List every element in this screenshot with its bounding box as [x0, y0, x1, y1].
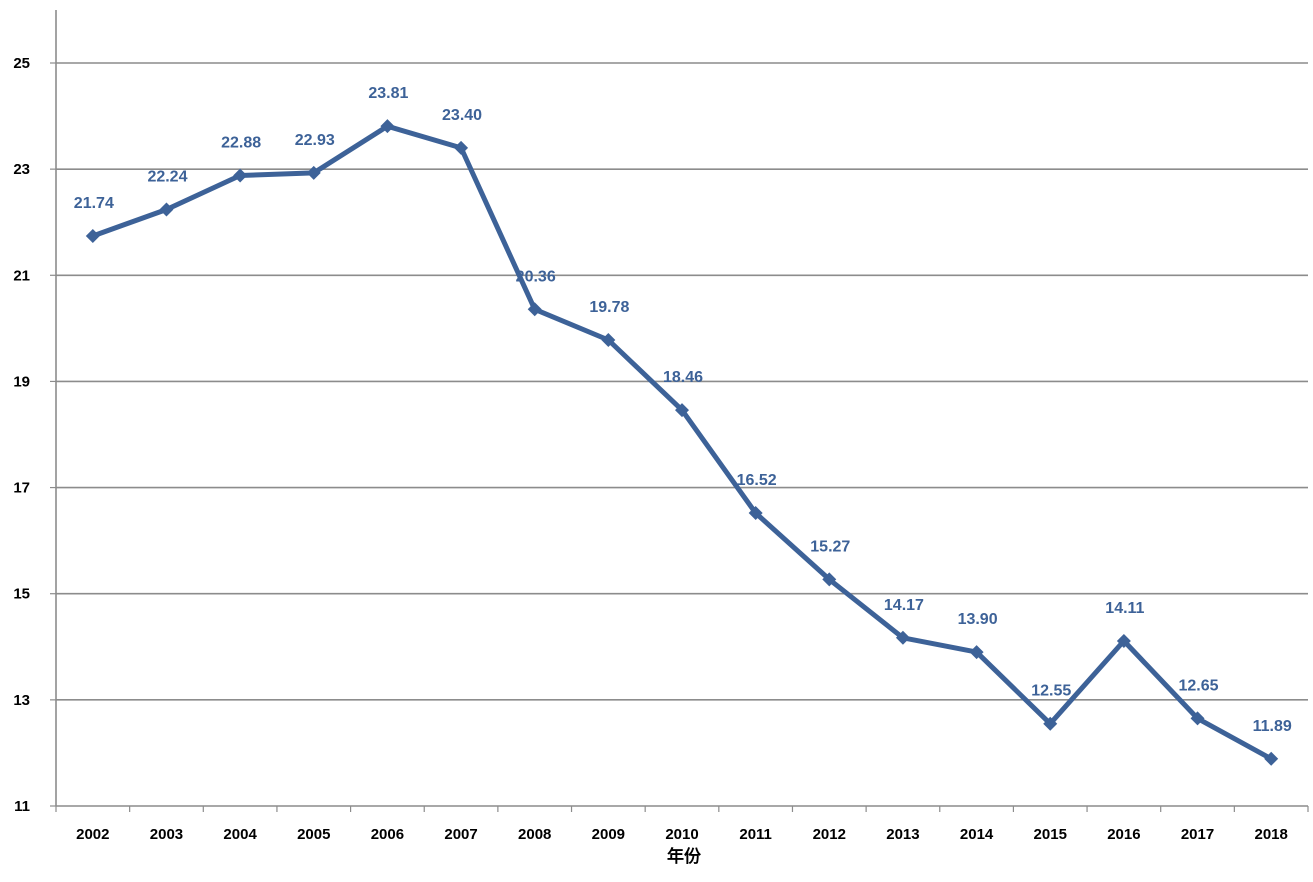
data-point — [454, 140, 469, 155]
x-tick-label: 2012 — [813, 826, 846, 843]
data-point — [748, 506, 763, 521]
data-point — [527, 302, 542, 317]
data-label: 20.36 — [516, 268, 556, 285]
data-labels: 21.74 22.24 22.88 22.93 23.81 23.40 20.36 19.78… — [74, 85, 1292, 735]
y-tick-label: 23 — [13, 161, 30, 178]
x-tick-label: 2011 — [739, 826, 772, 843]
x-tick-label: 2005 — [297, 826, 330, 843]
data-point — [969, 645, 984, 660]
x-tick-label: 2010 — [665, 826, 698, 843]
x-tick-label: 2015 — [1034, 826, 1067, 843]
x-tick-label: 2002 — [76, 826, 109, 843]
data-point — [85, 229, 100, 244]
series-layer — [85, 119, 1279, 766]
data-label: 22.88 — [221, 135, 261, 152]
data-point — [380, 119, 395, 134]
data-label: 14.11 — [1105, 600, 1144, 617]
y-tick-label: 15 — [13, 586, 30, 603]
x-tick-label: 2006 — [371, 826, 404, 843]
data-label: 22.93 — [295, 132, 335, 149]
x-tick-label: 2004 — [223, 826, 257, 843]
data-label: 14.17 — [884, 597, 924, 614]
x-tick-label: 2007 — [444, 826, 477, 843]
x-tick-label: 2009 — [592, 826, 625, 843]
x-tick-label: 2016 — [1107, 826, 1140, 843]
data-label: 16.52 — [737, 472, 777, 489]
y-tick-label: 13 — [13, 692, 30, 709]
data-point — [1043, 716, 1058, 731]
data-point — [159, 202, 174, 217]
data-label: 23.40 — [442, 107, 482, 124]
data-point — [306, 165, 321, 180]
data-label: 19.78 — [589, 299, 629, 316]
data-label: 12.55 — [1031, 683, 1071, 700]
data-point — [233, 168, 248, 183]
data-point — [1190, 711, 1205, 726]
data-point — [675, 403, 689, 418]
y-tick-label: 17 — [13, 480, 30, 497]
y-tick-label: 19 — [13, 373, 30, 390]
x-tick-label: 2003 — [150, 826, 183, 843]
data-label: 21.74 — [74, 195, 114, 212]
y-tick-label: 21 — [13, 267, 30, 284]
data-label: 18.46 — [663, 369, 703, 386]
y-tick-label: 11 — [14, 798, 30, 815]
data-label: 12.65 — [1179, 677, 1219, 694]
x-tick-label: 2008 — [518, 826, 551, 843]
data-label: 23.81 — [368, 85, 408, 102]
x-tick-label: 2013 — [886, 826, 919, 843]
data-label: 11.89 — [1253, 718, 1292, 735]
data-label: 13.90 — [958, 611, 998, 628]
x-tick-label: 2018 — [1254, 826, 1287, 843]
data-label: 15.27 — [810, 538, 850, 555]
data-label: 22.24 — [147, 168, 187, 185]
y-tick-label: 25 — [13, 55, 30, 72]
data-point — [895, 630, 910, 645]
data-point — [822, 572, 837, 587]
x-tick-label: 2017 — [1181, 826, 1214, 843]
axes: 11 13 15 17 19 21 23 25 2002 2003 2004 2005 2006 2007… — [13, 10, 1309, 843]
gridlines — [56, 62, 1308, 701]
data-point — [1116, 633, 1131, 648]
data-point — [1264, 751, 1279, 766]
x-tick-label: 2014 — [960, 826, 994, 843]
x-axis-title: 年份 — [667, 846, 702, 867]
series-line — [90, 123, 1274, 762]
data-point — [601, 333, 616, 348]
